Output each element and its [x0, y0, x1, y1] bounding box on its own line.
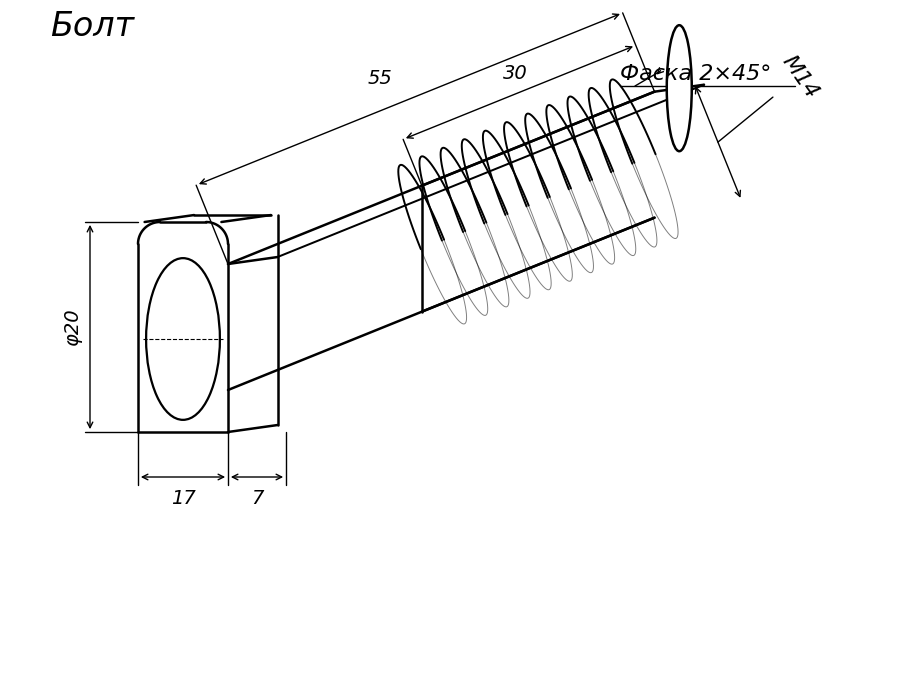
Text: 30: 30	[504, 64, 529, 83]
Text: Фаска 2×45°: Фаска 2×45°	[620, 64, 772, 84]
Text: М14: М14	[778, 52, 821, 102]
Ellipse shape	[667, 25, 692, 151]
Text: 55: 55	[368, 69, 393, 88]
Text: φ20: φ20	[63, 308, 82, 346]
Text: 17: 17	[171, 489, 195, 508]
Text: Болт: Болт	[50, 10, 134, 43]
Text: 7: 7	[250, 489, 263, 508]
